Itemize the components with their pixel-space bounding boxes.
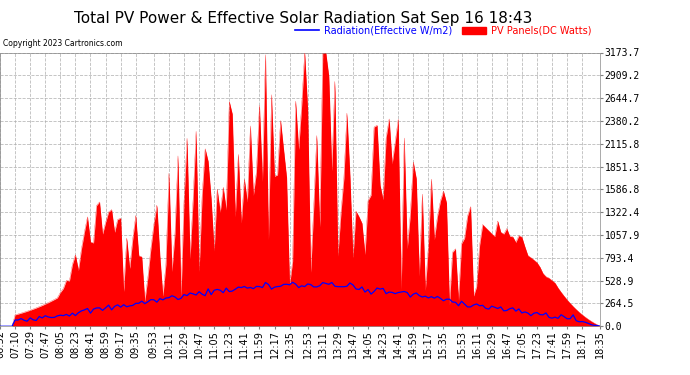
Legend: Radiation(Effective W/m2), PV Panels(DC Watts): Radiation(Effective W/m2), PV Panels(DC … xyxy=(291,22,595,39)
Text: Total PV Power & Effective Solar Radiation Sat Sep 16 18:43: Total PV Power & Effective Solar Radiati… xyxy=(75,11,533,26)
Text: Copyright 2023 Cartronics.com: Copyright 2023 Cartronics.com xyxy=(3,39,123,48)
